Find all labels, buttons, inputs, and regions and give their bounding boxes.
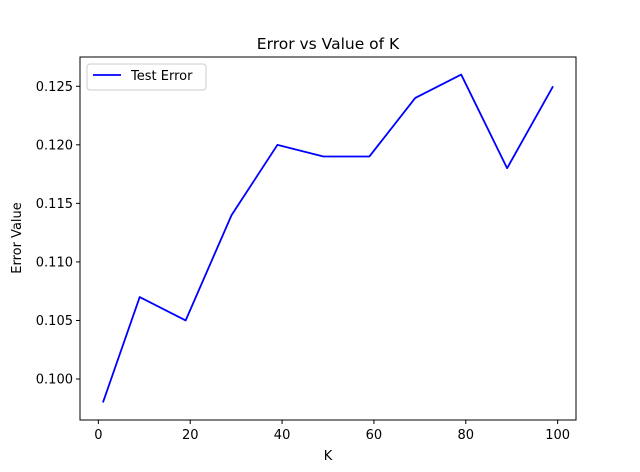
- chart-title: Error vs Value of K: [257, 35, 400, 53]
- x-tick-label: 40: [274, 428, 291, 443]
- series-layer: [102, 73, 554, 403]
- x-tick-label: 80: [458, 428, 475, 443]
- series-line-test-error: [102, 73, 554, 403]
- x-tick-label: 20: [182, 428, 199, 443]
- y-tick-label: 0.120: [36, 138, 73, 153]
- axes-frame: [79, 56, 577, 421]
- y-tick-label: 0.115: [36, 197, 73, 212]
- y-tick-label: 0.125: [36, 80, 73, 95]
- legend: Test Error: [86, 63, 207, 91]
- x-axis-label: K: [324, 449, 333, 464]
- x-tick-label: 0: [94, 428, 102, 443]
- legend-label: Test Error: [130, 69, 193, 84]
- x-tick-label: 100: [545, 428, 570, 443]
- y-axis-label: Error Value: [10, 202, 25, 274]
- x-axis-ticks: 0 20 40 60 80 100: [94, 420, 570, 443]
- x-tick-label: 60: [366, 428, 383, 443]
- y-axis-ticks: 0.100 0.105 0.110 0.115 0.120 0.125: [36, 80, 80, 388]
- y-tick-label: 0.100: [36, 373, 73, 388]
- y-tick-label: 0.110: [36, 255, 73, 270]
- y-tick-label: 0.105: [36, 314, 73, 329]
- legend-box: [86, 63, 207, 91]
